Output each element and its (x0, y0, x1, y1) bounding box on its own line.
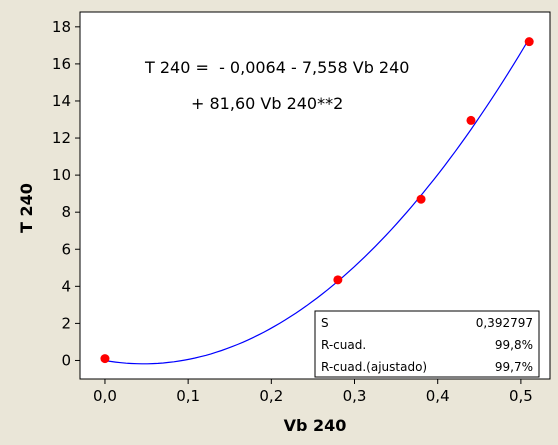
x-axis: 0,0 0,1 0,2 0,3 0,4 0,5 (93, 379, 533, 405)
data-points (100, 37, 534, 364)
data-point (100, 354, 110, 364)
x-tick-label: 0,4 (426, 387, 450, 405)
y-tick-label: 10 (52, 166, 71, 184)
data-point (466, 115, 476, 125)
y-tick-label: 14 (52, 92, 71, 110)
data-point (524, 37, 534, 47)
y-tick-label: 4 (61, 277, 71, 295)
fitted-curve (104, 38, 530, 365)
data-point (333, 275, 343, 285)
y-axis: 0 2 4 6 8 10 12 14 16 18 (52, 18, 80, 369)
stats-value: 99,8% (495, 338, 533, 352)
stats-label: R-cuad.(ajustado) (321, 360, 427, 374)
equation-line-2: + 81,60 Vb 240**2 (191, 94, 343, 113)
y-tick-label: 8 (61, 203, 71, 221)
stats-value: 0,392797 (476, 316, 533, 330)
stats-label: R-cuad. (321, 338, 366, 352)
x-tick-label: 0,2 (259, 387, 283, 405)
y-tick-label: 12 (52, 129, 71, 147)
y-axis-label: T 240 (17, 183, 36, 233)
x-axis-label: Vb 240 (284, 416, 347, 435)
x-tick-label: 0,5 (509, 387, 533, 405)
x-tick-label: 0,1 (176, 387, 200, 405)
stats-label: S (321, 316, 329, 330)
y-tick-label: 2 (61, 314, 71, 332)
data-point (416, 194, 426, 204)
stats-table-border (314, 310, 540, 378)
stats-value: 99,7% (495, 360, 533, 374)
x-tick-label: 0,0 (93, 387, 117, 405)
stats-table: S 0,392797 R-cuad. 99,8% R-cuad.(ajustado) 99… (314, 310, 540, 378)
x-tick-label: 0,3 (343, 387, 367, 405)
equation-line-1: T 240 = - 0,0064 - 7,558 Vb 240 (144, 58, 409, 77)
y-tick-label: 6 (61, 240, 71, 258)
y-tick-label: 0 (61, 351, 71, 369)
y-tick-label: 16 (52, 55, 71, 73)
y-tick-label: 18 (52, 18, 71, 36)
